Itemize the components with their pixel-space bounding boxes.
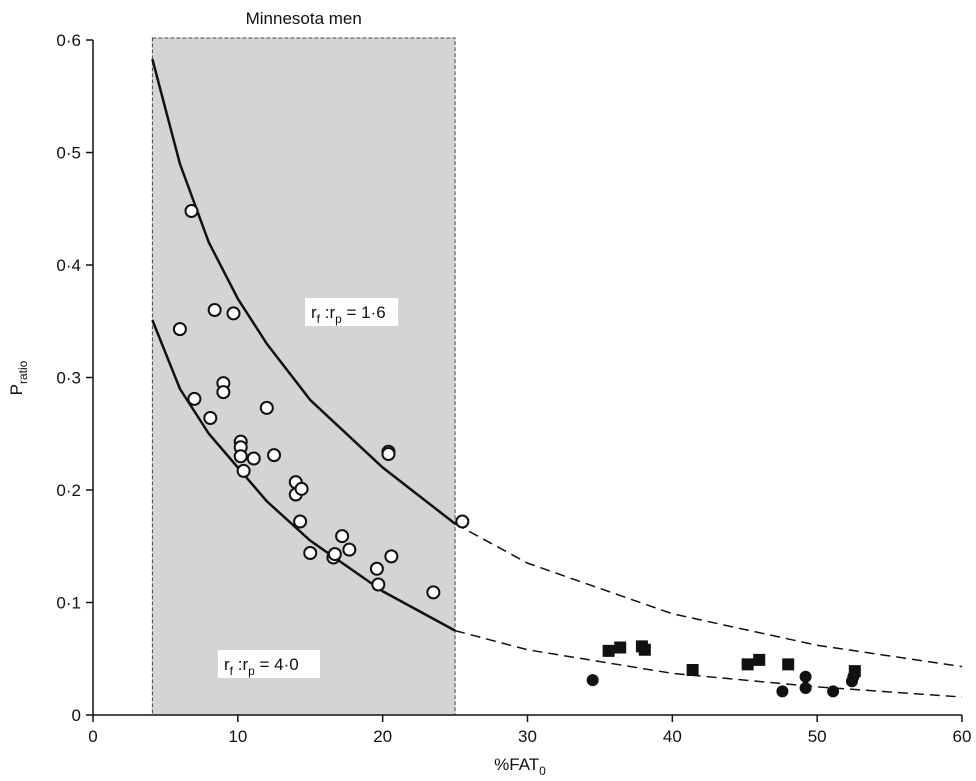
x-label-main: %FAT bbox=[494, 755, 539, 774]
x-tick-label: 30 bbox=[518, 727, 537, 746]
model-curve bbox=[454, 523, 963, 668]
annotation: rf :rp = 1·6 bbox=[311, 303, 386, 326]
y-tick-label: 0·6 bbox=[56, 31, 81, 50]
x-tick-label: 40 bbox=[663, 727, 682, 746]
annotation-part: :r bbox=[233, 655, 248, 674]
y-tick-label: 0·2 bbox=[56, 481, 81, 500]
annotation-part: p bbox=[248, 664, 255, 678]
annotation-part: :r bbox=[320, 303, 335, 322]
point bbox=[207, 303, 222, 317]
x-label-sub: 0 bbox=[539, 764, 546, 778]
y-axis-label: Pratio bbox=[7, 360, 30, 395]
point bbox=[782, 658, 795, 671]
point bbox=[294, 481, 309, 496]
x-tick-label: 0 bbox=[88, 727, 97, 746]
y-tick-label: 0·3 bbox=[56, 369, 81, 388]
point bbox=[203, 411, 218, 425]
annotation: rf :rp = 4·0 bbox=[224, 655, 299, 678]
y-label-main: P bbox=[7, 384, 26, 395]
point bbox=[799, 670, 812, 683]
region bbox=[151, 37, 456, 716]
point bbox=[233, 449, 248, 464]
model-curve bbox=[151, 58, 456, 525]
point bbox=[827, 685, 840, 698]
point bbox=[216, 385, 231, 400]
model-curve bbox=[151, 319, 456, 632]
point bbox=[638, 643, 651, 656]
point bbox=[686, 664, 699, 676]
point bbox=[267, 448, 282, 463]
point bbox=[753, 653, 766, 666]
annotation-box bbox=[305, 298, 398, 326]
annotation-part: = 4·0 bbox=[255, 655, 299, 674]
point bbox=[455, 514, 470, 529]
y-tick-label: 0·1 bbox=[56, 594, 81, 613]
point bbox=[184, 204, 199, 218]
point bbox=[776, 685, 789, 698]
annotation-part: r bbox=[311, 303, 317, 322]
point bbox=[187, 391, 202, 406]
x-tick-label: 20 bbox=[373, 727, 392, 746]
point bbox=[371, 577, 386, 592]
region-label: Minnesota men bbox=[246, 9, 362, 28]
y-tick-label: 0 bbox=[72, 706, 81, 725]
point bbox=[293, 514, 308, 529]
x-tick-label: 50 bbox=[808, 727, 827, 746]
annotation-part: r bbox=[224, 655, 230, 674]
point bbox=[741, 658, 754, 671]
point bbox=[246, 451, 261, 466]
point bbox=[226, 306, 241, 321]
annotation-part: = 1·6 bbox=[342, 303, 386, 322]
point bbox=[614, 641, 627, 654]
point bbox=[172, 322, 187, 337]
point bbox=[369, 561, 384, 576]
x-tick-label: 60 bbox=[953, 727, 972, 746]
y-tick-label: 0·4 bbox=[56, 256, 81, 275]
x-tick-label: 10 bbox=[228, 727, 247, 746]
point bbox=[847, 670, 860, 683]
point bbox=[327, 547, 342, 562]
annotation-part: p bbox=[335, 312, 342, 326]
y-tick-label: 0·5 bbox=[56, 144, 81, 163]
point bbox=[384, 549, 399, 564]
point bbox=[381, 447, 396, 461]
point bbox=[259, 400, 274, 415]
point bbox=[602, 644, 615, 657]
point bbox=[586, 674, 599, 687]
point bbox=[342, 542, 357, 557]
annotation-part: f bbox=[317, 312, 321, 326]
point bbox=[799, 682, 812, 694]
point bbox=[236, 463, 251, 478]
x-axis-label: %FAT0 bbox=[494, 755, 546, 778]
point bbox=[426, 585, 441, 600]
model-curve bbox=[454, 629, 963, 698]
point bbox=[303, 546, 318, 560]
y-label-sub: ratio bbox=[16, 360, 30, 384]
annotation-part: f bbox=[230, 664, 234, 678]
point bbox=[335, 529, 350, 544]
annotation-box bbox=[218, 650, 320, 678]
